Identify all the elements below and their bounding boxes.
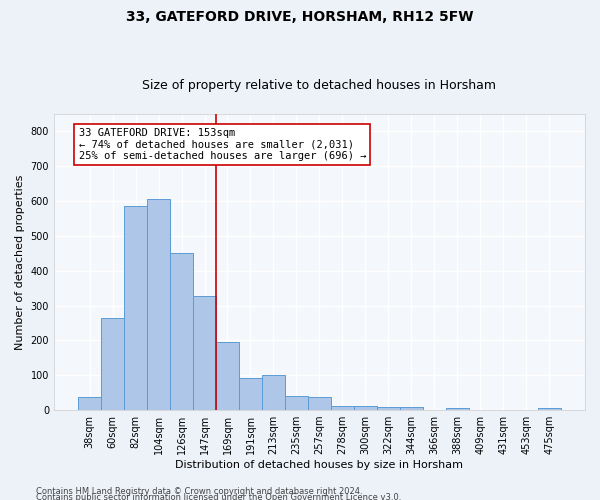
Bar bbox=[216, 342, 239, 410]
Bar bbox=[78, 397, 101, 410]
Y-axis label: Number of detached properties: Number of detached properties bbox=[15, 174, 25, 350]
Text: Contains HM Land Registry data © Crown copyright and database right 2024.: Contains HM Land Registry data © Crown c… bbox=[36, 486, 362, 496]
Bar bbox=[538, 408, 561, 410]
Bar bbox=[147, 200, 170, 410]
Text: 33 GATEFORD DRIVE: 153sqm
← 74% of detached houses are smaller (2,031)
25% of se: 33 GATEFORD DRIVE: 153sqm ← 74% of detac… bbox=[79, 128, 366, 161]
Bar bbox=[170, 254, 193, 410]
Bar bbox=[193, 296, 216, 410]
Bar bbox=[262, 375, 285, 410]
Bar bbox=[101, 318, 124, 410]
Bar bbox=[124, 206, 147, 410]
X-axis label: Distribution of detached houses by size in Horsham: Distribution of detached houses by size … bbox=[175, 460, 463, 470]
Bar bbox=[239, 378, 262, 410]
Text: Contains public sector information licensed under the Open Government Licence v3: Contains public sector information licen… bbox=[36, 492, 401, 500]
Bar bbox=[331, 406, 354, 410]
Bar bbox=[377, 406, 400, 410]
Bar bbox=[308, 397, 331, 410]
Text: 33, GATEFORD DRIVE, HORSHAM, RH12 5FW: 33, GATEFORD DRIVE, HORSHAM, RH12 5FW bbox=[126, 10, 474, 24]
Bar bbox=[354, 406, 377, 410]
Title: Size of property relative to detached houses in Horsham: Size of property relative to detached ho… bbox=[142, 79, 496, 92]
Bar bbox=[400, 406, 423, 410]
Bar bbox=[446, 408, 469, 410]
Bar bbox=[285, 396, 308, 410]
